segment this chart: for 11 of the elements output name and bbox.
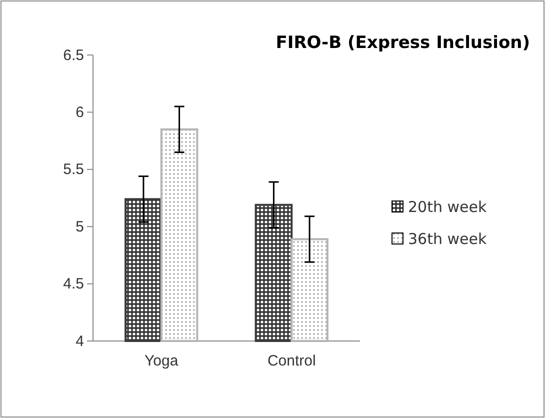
y-tick-label: 4.5: [63, 276, 84, 293]
legend-label: 20th week: [408, 198, 487, 216]
y-tick-label: 5.5: [63, 161, 84, 178]
y-tick-label: 6: [76, 104, 84, 121]
x-tick-label: Control: [267, 352, 316, 370]
y-tick-label: 5: [76, 218, 84, 236]
text: FIRO-B (Express Inclusion): [276, 33, 530, 53]
y-tick-label: 6.5: [63, 46, 84, 64]
x-tick-label: Yoga: [144, 352, 179, 370]
y-tick-label: 4: [76, 332, 84, 350]
legend-label: 36th week: [408, 230, 487, 248]
